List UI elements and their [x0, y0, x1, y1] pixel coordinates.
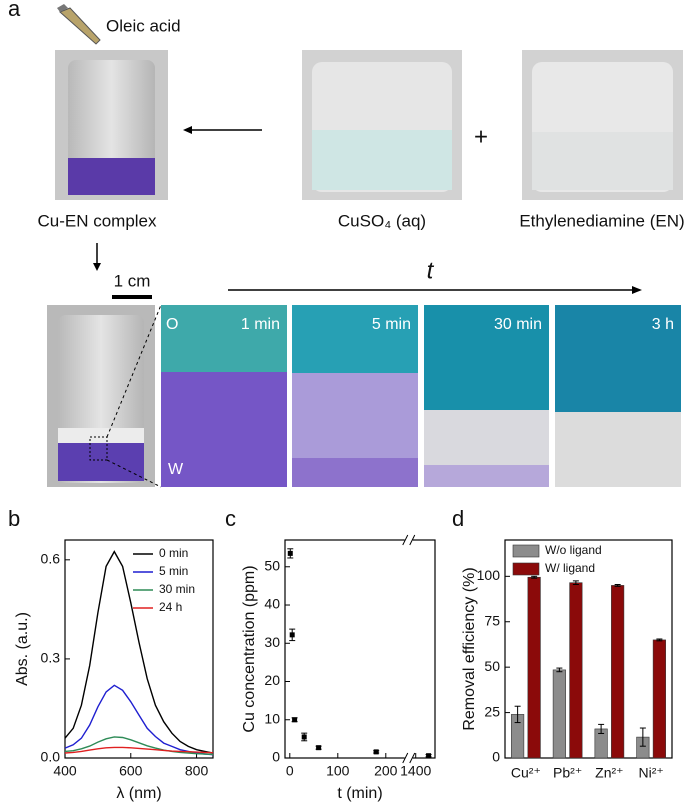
photo-interface	[161, 305, 287, 487]
time-label: 1 min	[241, 316, 280, 333]
phase-label: O	[166, 316, 178, 333]
data-point	[301, 734, 307, 740]
y-axis-title: Removal efficiency (%)	[461, 567, 478, 730]
y-tick-label: 30	[264, 634, 280, 650]
y-tick-label: 0.0	[41, 749, 61, 765]
bar	[527, 576, 541, 759]
time-axis-label: t	[427, 257, 435, 284]
photo-interface	[555, 305, 681, 487]
x-axis-title: t (min)	[337, 785, 382, 802]
axis-break	[409, 534, 416, 546]
panel-label: c	[225, 506, 236, 531]
data-point	[289, 632, 295, 638]
legend-label: 24 h	[159, 600, 182, 614]
photo-interface	[424, 305, 549, 487]
axis-break	[402, 752, 409, 764]
x-tick-label: 400	[53, 763, 77, 779]
plot-frame	[504, 539, 673, 759]
legend-swatch	[512, 562, 540, 576]
spectrum-line	[64, 746, 214, 754]
y-tick-label: 75	[484, 612, 500, 628]
arrow-head	[183, 126, 192, 134]
bar	[569, 582, 583, 759]
x-tick-label: 200	[374, 763, 398, 779]
time-label: 3 h	[652, 316, 674, 333]
plot-frame	[64, 539, 214, 759]
y-tick-label: 100	[477, 567, 501, 583]
y-tick-label: 0	[272, 749, 280, 765]
x-tick-label: Cu²⁺	[511, 765, 541, 781]
data-point	[292, 717, 298, 723]
bar	[552, 669, 566, 759]
axis-break	[409, 752, 416, 764]
x-tick-label: 600	[119, 763, 143, 779]
spectrum-line	[64, 736, 214, 756]
x-tick-label: Ni²⁺	[638, 765, 663, 781]
photo-label: CuSO₄ (aq)	[338, 211, 426, 230]
phase-label: W	[168, 461, 184, 478]
zoom-line	[106, 459, 162, 488]
legend-label: 5 min	[159, 564, 188, 578]
y-tick-label: 50	[264, 557, 280, 573]
pipette	[57, 4, 101, 45]
photo-beaker	[302, 50, 462, 200]
legend-label: 30 min	[159, 582, 195, 596]
legend-swatch	[512, 544, 540, 558]
time-label: 5 min	[372, 316, 411, 333]
x-tick-label: 800	[185, 763, 209, 779]
x-tick-label: Zn²⁺	[595, 765, 623, 781]
y-tick-label: 0.3	[41, 650, 61, 666]
panel-label: a	[8, 0, 21, 21]
y-tick-label: 20	[264, 672, 280, 688]
bar	[652, 639, 666, 759]
legend-label: W/o ligand	[545, 543, 602, 557]
arrow-head	[93, 263, 101, 271]
x-tick-label: 100	[326, 763, 350, 779]
arrow-head	[632, 286, 642, 294]
panel-label: b	[8, 506, 20, 531]
plot-frame	[284, 539, 436, 759]
x-tick-label: 0	[286, 763, 294, 779]
y-tick-label: 25	[484, 703, 500, 719]
data-point	[316, 745, 322, 751]
photo-label: Ethylenediamine (EN)	[519, 211, 684, 230]
legend-label: W/ ligand	[545, 561, 595, 575]
legend-label: 0 min	[159, 546, 188, 560]
x-tick-label: 1400	[400, 763, 431, 779]
bar	[611, 585, 625, 759]
panel-label: d	[452, 506, 464, 531]
axis-break	[404, 756, 413, 760]
y-tick-label: 0	[492, 749, 500, 765]
x-axis-title: λ (nm)	[116, 785, 161, 802]
x-tick-label: Pb²⁺	[553, 765, 582, 781]
photo-beaker	[522, 50, 683, 200]
y-tick-label: 50	[484, 658, 500, 674]
reagent-label: Oleic acid	[106, 16, 181, 35]
data-point	[373, 749, 379, 755]
y-tick-label: 0.6	[41, 551, 61, 567]
photo-interface	[292, 305, 418, 487]
y-tick-label: 40	[264, 596, 280, 612]
photo-vial	[55, 50, 168, 200]
y-tick-label: 10	[264, 710, 280, 726]
scale-label: 1 cm	[114, 271, 151, 290]
plus: +	[474, 123, 488, 150]
spectrum-line	[64, 684, 214, 756]
y-axis-title: Cu concentration (ppm)	[241, 565, 258, 732]
axis-break	[404, 538, 413, 542]
y-axis-title: Abs. (a.u.)	[14, 612, 31, 686]
photo-vial	[47, 305, 155, 487]
time-label: 30 min	[494, 316, 542, 333]
photo-label: Cu-EN complex	[37, 211, 157, 230]
spectrum-line	[64, 550, 214, 754]
data-point	[287, 550, 293, 556]
axis-break	[402, 534, 409, 546]
data-point	[426, 753, 432, 759]
